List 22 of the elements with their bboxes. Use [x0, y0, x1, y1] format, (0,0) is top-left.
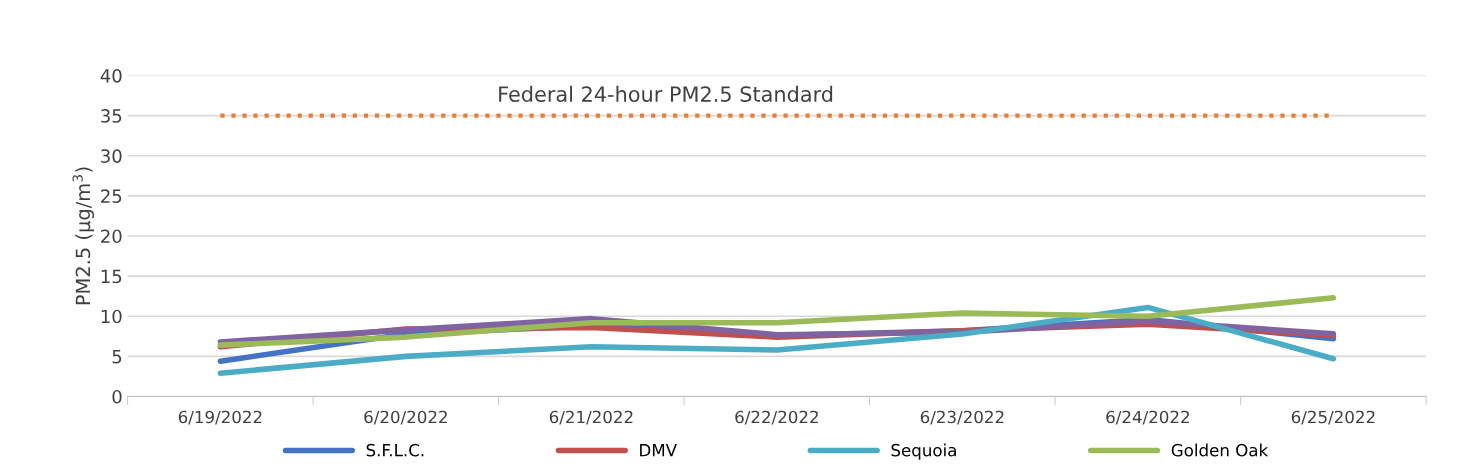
legend-label: S.F.L.C. [366, 443, 424, 457]
x-tick-label: 6/24/2022 [1106, 410, 1189, 425]
x-tick-label: 6/19/2022 [178, 410, 262, 425]
y-tick-label: 15 [101, 269, 122, 284]
legend-label: Sequoia [891, 443, 956, 460]
x-tick-label: 6/22/2022 [735, 410, 818, 425]
y-tick-label: 20 [101, 229, 122, 244]
y-tick-label: 35 [101, 109, 122, 123]
y-tick-label: 0 [112, 389, 122, 404]
y-tick-label: 30 [101, 149, 122, 163]
legend-label: DMV [640, 444, 677, 457]
x-tick-label: 6/20/2022 [364, 410, 447, 425]
y-tick-label: 5 [112, 350, 122, 364]
x-tick-label: 6/21/2022 [549, 410, 633, 425]
y-tick-label: 40 [100, 68, 122, 83]
ref-line-label: Federal 24-hour PM2.5 Standard [499, 85, 833, 102]
y-axis-title: PM2.5 (µg/m$^{3}$) [72, 167, 95, 305]
x-tick-label: 6/25/2022 [1291, 410, 1375, 425]
legend-label: Golden Oak [1171, 443, 1269, 457]
y-tick-label: 25 [101, 189, 122, 203]
x-tick-label: 6/23/2022 [920, 410, 1004, 425]
y-tick-label: 10 [101, 309, 122, 324]
